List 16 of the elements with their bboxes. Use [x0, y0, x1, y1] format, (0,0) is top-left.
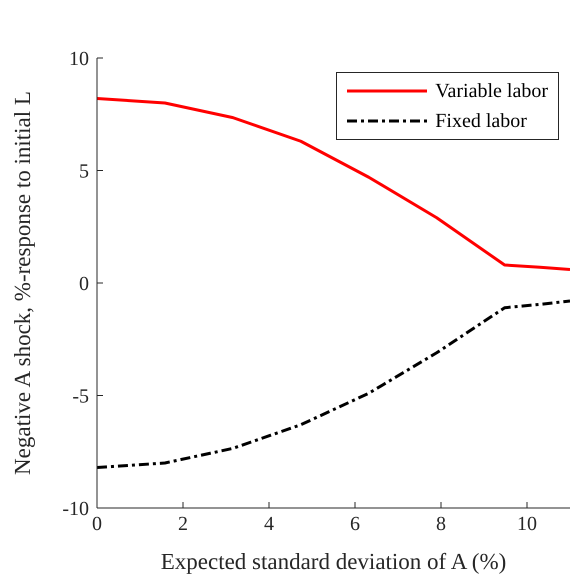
y-tick-label: 0: [79, 273, 89, 296]
x-axis-title: Expected standard deviation of A (%): [160, 549, 506, 574]
y-tick-label: 5: [79, 160, 89, 183]
x-tick-label: 2: [178, 513, 188, 536]
y-axis-title: Negative A shock, %-response to initial L: [10, 91, 36, 475]
line-series: [97, 97, 570, 271]
x-tick-label: 8: [436, 513, 446, 536]
line-series: [97, 300, 570, 469]
y-tick-label: 10: [69, 48, 89, 70]
x-tick-label: 6: [350, 513, 360, 536]
legend-label: Variable labor: [435, 80, 548, 102]
legend-label: Fixed labor: [435, 110, 527, 132]
y-tick-label: -10: [62, 498, 89, 520]
y-tick-label: -5: [72, 386, 89, 408]
x-tick-label: 4: [264, 513, 274, 536]
x-tick-label: 10: [517, 513, 537, 536]
